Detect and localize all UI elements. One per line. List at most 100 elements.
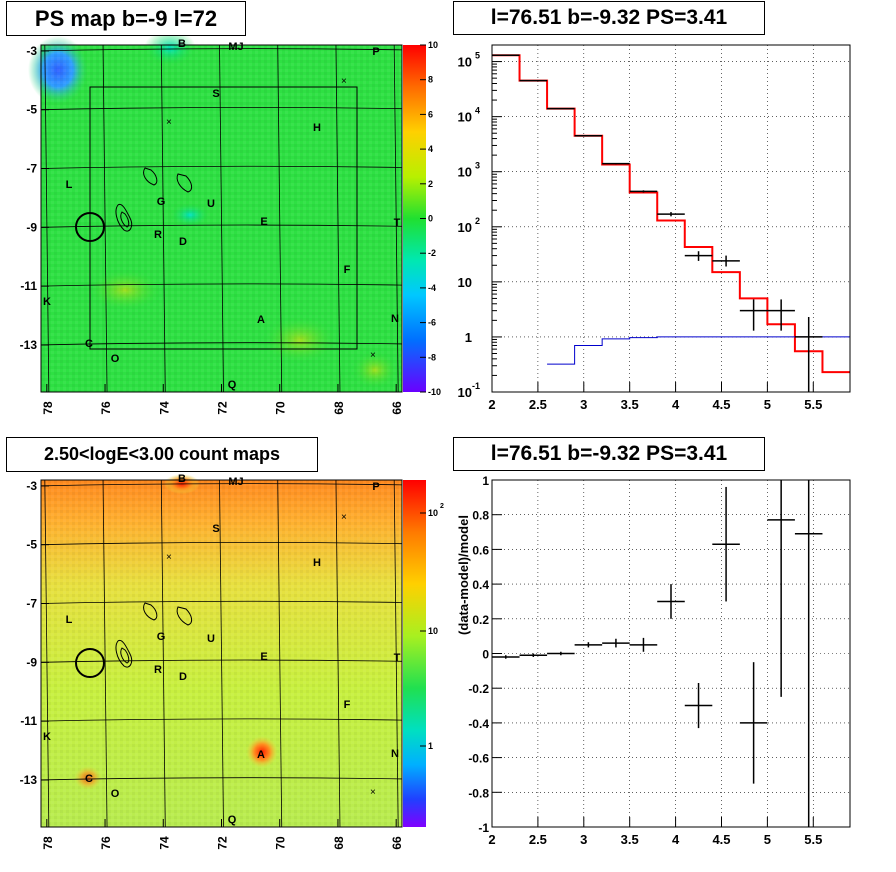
source-label: E xyxy=(260,216,267,228)
source-label: D xyxy=(179,671,187,683)
latitude-grid-line xyxy=(40,283,403,287)
residual-axes: 2 2.5 3 3.5 4 4.5 5 5.5 -1 -0.8 -0.6 -0.4 -0.2 0 0.2 0.… xyxy=(468,474,822,847)
ps-map-contours xyxy=(115,167,193,232)
spectrum-y-tick-exponent: 2 xyxy=(475,216,480,226)
residual-y-tick-label: 1 xyxy=(482,474,489,488)
residual-x-tick-label: 5 xyxy=(764,832,771,847)
ps-map-panel: B MJ P S H L G U T R D E F K A N C O Q × × × 10 8 6 4 2 0 -2 -4 -6… xyxy=(20,30,441,415)
map-x-tick-label: 66 xyxy=(390,401,404,415)
map-x-tick-label: 72 xyxy=(216,836,230,850)
source-label: C xyxy=(85,338,93,350)
map-y-tick-label: -13 xyxy=(20,338,38,352)
source-label: K xyxy=(43,731,51,743)
source-label: K xyxy=(43,296,51,308)
residual-panel: 2 2.5 3 3.5 4 4.5 5 5.5 -1 -0.8 -0.6 -0.4 -0.2 0 0.2 0.… xyxy=(456,474,851,847)
ps-colorbar-tick-label: 0 xyxy=(428,214,433,224)
spectrum-x-tick-label: 4.5 xyxy=(712,397,730,412)
count-map-coordinate-grid xyxy=(40,479,403,828)
map-x-tick-label: 74 xyxy=(157,401,171,415)
source-marker: × xyxy=(166,117,172,128)
ps-colorbar-tick-label: -10 xyxy=(428,387,441,397)
longitude-grid-line xyxy=(102,44,108,393)
source-label: P xyxy=(372,481,379,493)
residual-x-tick-label: 2.5 xyxy=(529,832,547,847)
map-x-tick-label: 78 xyxy=(41,836,55,850)
spectrum-series xyxy=(492,54,850,392)
count-map-contours xyxy=(115,602,193,668)
spectrum-frame xyxy=(491,44,851,393)
spectrum-plot-area xyxy=(492,45,850,392)
count-colorbar xyxy=(403,480,426,827)
longitude-grid-line xyxy=(160,44,166,393)
residual-x-tick-label: 3 xyxy=(580,832,587,847)
count-colorbar-tick-label: 1 xyxy=(428,741,433,751)
source-label: U xyxy=(207,198,215,210)
map-x-tick-label: 72 xyxy=(216,401,230,415)
source-label: S xyxy=(212,88,219,100)
source-label: N xyxy=(391,313,399,325)
source-label: L xyxy=(66,614,73,626)
count-colorbar-tick-label: 10 xyxy=(428,626,438,636)
latitude-grid-line xyxy=(40,600,403,604)
spectrum-title: l=76.51 b=-9.32 PS=3.41 xyxy=(453,1,765,35)
map-x-tick-label: 74 xyxy=(157,836,171,850)
count-map-hotspot xyxy=(246,736,278,768)
count-map-source-labels: B MJ P S H L G U T R D E F K A N C O Q xyxy=(43,473,401,826)
longitude-grid-line xyxy=(335,479,341,828)
count-map-source-circle xyxy=(75,648,105,678)
longitude-grid-line xyxy=(335,44,341,393)
longitude-grid-line xyxy=(219,44,224,393)
longitude-grid-line xyxy=(393,44,399,393)
count-colorbar-exponent: 2 xyxy=(440,503,444,510)
spectrum-y-tick-exponent: 4 xyxy=(475,106,480,116)
longitude-grid-line xyxy=(160,479,166,828)
map-y-tick-label: -5 xyxy=(26,103,37,117)
source-label: S xyxy=(212,523,219,535)
spectrum-y-tick-label: 10 xyxy=(458,165,472,180)
latitude-grid-line xyxy=(40,483,403,487)
longitude-grid-line xyxy=(102,479,108,828)
count-colorbar-tick-label: 10 xyxy=(428,508,438,518)
source-label: Q xyxy=(228,379,237,391)
map-y-tick-label: -3 xyxy=(26,44,37,58)
map-x-tick-label: 66 xyxy=(390,836,404,850)
ps-map-roi-box xyxy=(89,86,358,350)
latitude-grid-line xyxy=(40,777,403,781)
map-y-tick-label: -11 xyxy=(20,714,37,728)
residual-x-tick-label: 4 xyxy=(672,832,680,847)
source-label: T xyxy=(394,217,401,229)
source-label: A xyxy=(257,749,265,761)
residual-y-tick-label: 0.6 xyxy=(472,543,489,557)
map-y-tick-label: -7 xyxy=(26,162,37,176)
ps-map-source-circle xyxy=(75,212,105,242)
longitude-grid-line xyxy=(44,479,50,828)
residual-x-tick-label: 4.5 xyxy=(712,832,730,847)
residual-x-tick-label: 3.5 xyxy=(621,832,639,847)
source-label: P xyxy=(372,46,379,58)
source-label: L xyxy=(66,179,73,191)
map-y-tick-label: -9 xyxy=(26,655,37,669)
source-label: T xyxy=(394,652,401,664)
ps-colorbar-tick-label: -8 xyxy=(428,352,436,362)
spectrum-y-tick-exponent: 5 xyxy=(475,51,480,61)
latitude-grid-line xyxy=(40,659,403,663)
residual-y-tick-label: 0.8 xyxy=(472,509,489,523)
longitude-grid-line xyxy=(277,44,283,393)
residual-series xyxy=(492,480,823,827)
map-y-tick-label: -11 xyxy=(20,279,37,293)
spectrum-x-tick-label: 2.5 xyxy=(529,397,547,412)
residual-y-tick-label: -1 xyxy=(478,821,489,835)
spectrum-y-tick-label: 10 xyxy=(458,110,472,125)
spectrum-y-tick-label: 10 xyxy=(458,55,472,70)
latitude-grid-line xyxy=(40,165,403,169)
source-label: B xyxy=(178,473,186,485)
source-label: MJ xyxy=(228,41,243,53)
residual-title: l=76.51 b=-9.32 PS=3.41 xyxy=(453,437,765,471)
longitude-grid-line xyxy=(44,44,50,393)
source-label: F xyxy=(344,699,351,711)
source-marker: × xyxy=(370,350,376,361)
count-map-axes: 78 76 74 72 70 68 66 -3 -5 -7 -9 -11 -13 xyxy=(20,479,405,850)
residual-y-axis-label: (data-model)/model xyxy=(456,515,471,635)
